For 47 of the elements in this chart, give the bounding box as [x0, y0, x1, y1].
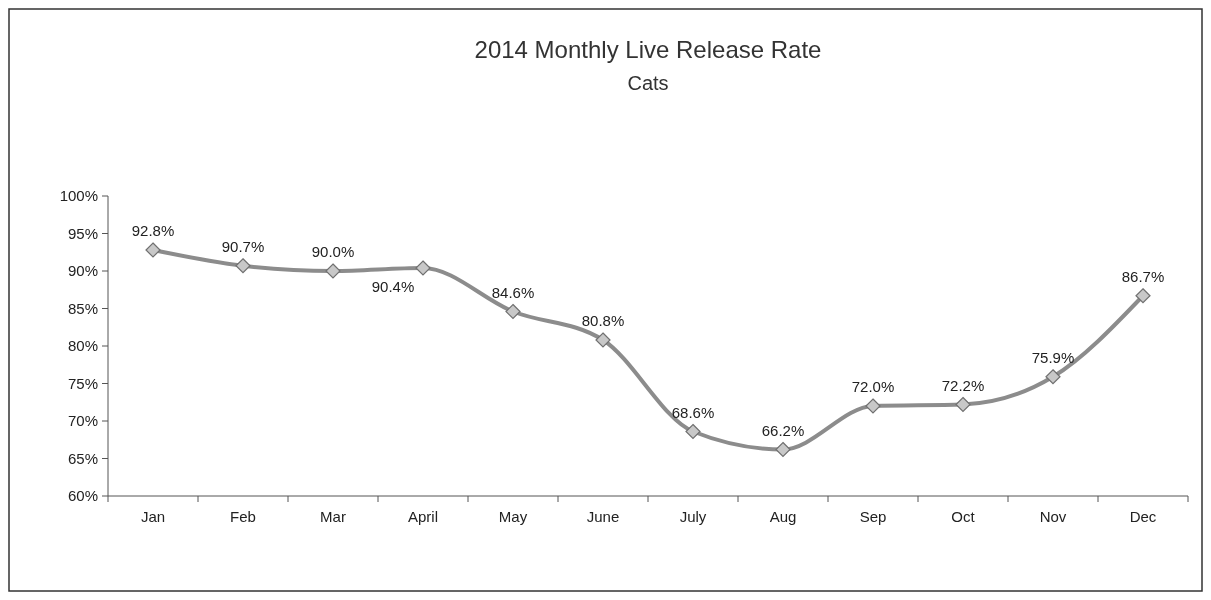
y-tick-label: 60%: [67, 487, 98, 505]
x-tick-label: Nov: [1039, 508, 1067, 525]
x-tick-label: Oct: [951, 508, 976, 525]
x-tick-label: Feb: [230, 508, 256, 525]
x-tick-label: Jan: [140, 508, 166, 525]
point: [1045, 369, 1061, 385]
x-tick-label: Sep: [859, 508, 887, 525]
data-label: 90.7%: [221, 237, 265, 255]
y-tick-label: 80%: [67, 337, 98, 355]
y-tick-label: 75%: [67, 374, 98, 392]
point: [955, 396, 971, 413]
point: [1135, 288, 1151, 304]
data-label: 90.0%: [311, 243, 355, 260]
data-label: 86.7%: [1121, 267, 1165, 285]
x-tick-label: May: [498, 508, 528, 525]
point: [865, 398, 881, 414]
point: [505, 303, 521, 320]
chart-title: 2014 Monthly Live Release Rate: [474, 36, 822, 63]
point: [775, 441, 791, 458]
x-tick-label: April: [407, 508, 439, 525]
data-label: 72.2%: [941, 376, 985, 394]
x-tick-label: Mar: [320, 508, 346, 525]
data-label: 84.6%: [491, 283, 535, 301]
y-tick-label: 90%: [67, 262, 98, 280]
y-tick-label: 100%: [59, 187, 98, 205]
data-label: 72.0%: [851, 378, 895, 395]
x-tick-label: July: [679, 508, 707, 525]
point: [685, 423, 701, 440]
y-tick-label: 70%: [67, 412, 98, 430]
data-label: 68.6%: [671, 403, 715, 421]
data-label: 66.2%: [761, 421, 805, 439]
point: [235, 258, 251, 274]
data-label: 80.8%: [581, 312, 625, 329]
point: [145, 242, 161, 258]
point: [415, 260, 431, 276]
y-tick-label: 65%: [67, 449, 98, 467]
data-label: 90.4%: [371, 278, 415, 295]
x-tick-label: Dec: [1129, 508, 1157, 525]
point: [325, 263, 341, 279]
point: [595, 332, 611, 348]
data-label: 92.8%: [131, 222, 175, 239]
x-tick-label: Aug: [769, 508, 797, 525]
data-label: 75.9%: [1031, 348, 1075, 366]
chart-subtitle: Cats: [627, 72, 669, 94]
y-tick-label: 85%: [67, 299, 98, 317]
y-tick-label: 95%: [67, 224, 98, 242]
x-tick-label: June: [586, 508, 620, 525]
